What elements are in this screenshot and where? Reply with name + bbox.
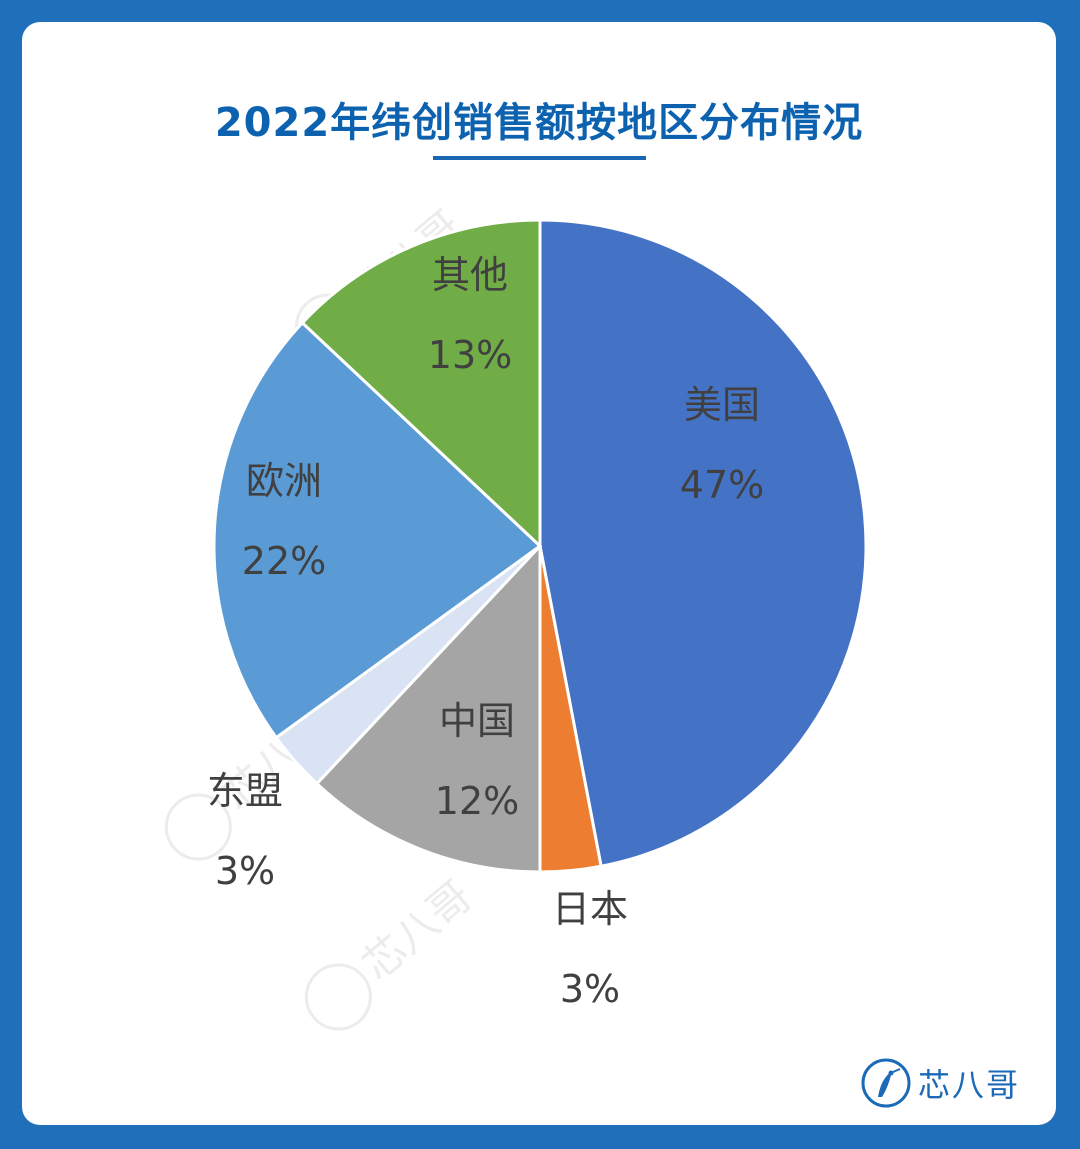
chart-card: 2022年纬创销售额按地区分布情况 芯八哥芯八哥芯八哥芯八哥芯八哥 美国47%日… (22, 22, 1056, 1125)
slice-label-1: 日本 (552, 887, 628, 931)
slice-label-2: 中国 (439, 699, 515, 743)
slice-label-0: 美国 (684, 383, 760, 427)
slice-value-label-5: 13% (428, 333, 512, 377)
pie-slices (212, 218, 868, 874)
pie-labels: 美国 47% 日本 3% 中国 12% 东盟 3% 欧洲 22% 其他 13% (207, 253, 764, 1011)
watermark-4: 芯八哥 (304, 871, 481, 1031)
pie-chart: 芯八哥芯八哥芯八哥芯八哥芯八哥 美国47%日本3%中国12%东盟3%欧洲22%其… (164, 201, 868, 1031)
pie-slice-0 (538, 218, 868, 868)
pie-slice-2 (314, 542, 542, 874)
bird-logo-icon (861, 1058, 911, 1108)
slice-label-4: 欧洲 (246, 459, 322, 503)
title-underline (433, 156, 646, 160)
brand-logo: 芯八哥 (860, 1052, 1020, 1114)
slice-value-label-4: 22% (242, 539, 326, 583)
svg-text:芯八哥: 芯八哥 (353, 871, 481, 990)
slice-label-5: 其他 (432, 253, 508, 297)
slice-label-3: 东盟 (207, 769, 283, 813)
slice-value-label-1: 3% (560, 967, 620, 1011)
slice-value-label-0: 47% (680, 463, 764, 507)
pie-slice-5 (300, 218, 542, 550)
chart-title: 2022年纬创销售额按地区分布情况 (214, 100, 864, 146)
slice-value-label-2: 12% (435, 779, 519, 823)
brand-name: 芯八哥 (918, 1066, 1021, 1104)
pie-slice-4 (212, 320, 543, 740)
slice-value-label-3: 3% (215, 849, 275, 893)
